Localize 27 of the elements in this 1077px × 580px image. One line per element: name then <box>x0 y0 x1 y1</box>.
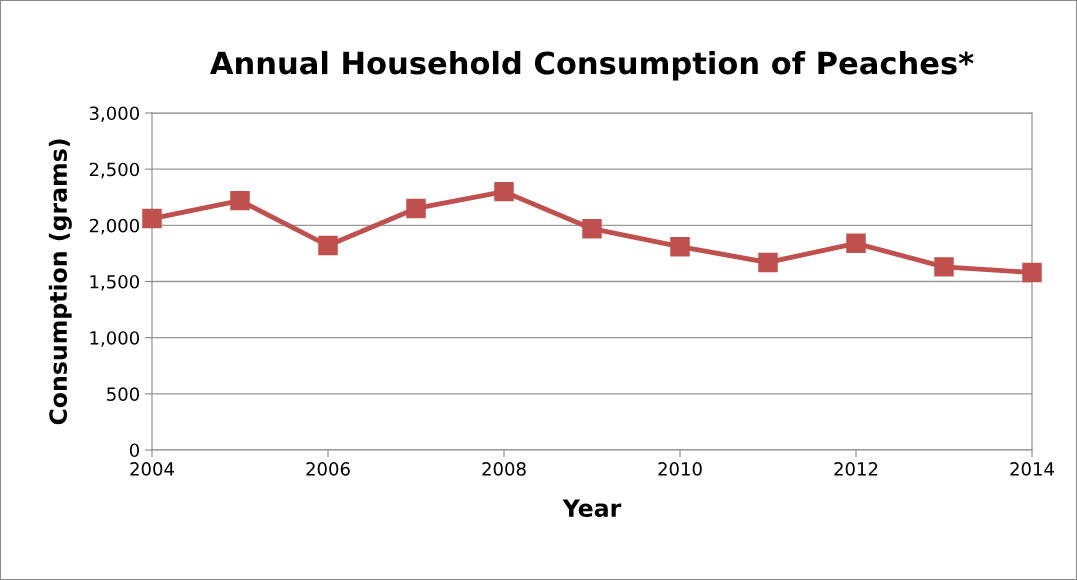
point <box>758 252 778 273</box>
x-tick-label: 2012 <box>834 462 878 476</box>
point <box>582 218 602 239</box>
y-tick-label: 2,500 <box>89 162 139 179</box>
point <box>934 257 954 277</box>
point <box>670 236 690 257</box>
y-tick-label: 0 <box>129 443 139 458</box>
y-tick-label: 3,000 <box>89 106 139 122</box>
y-axis-title: Consumption (grams) <box>48 139 72 425</box>
x-tick-label: 2004 <box>130 462 174 476</box>
x-tick-label: 2014 <box>1010 462 1054 476</box>
point <box>1022 262 1042 283</box>
point <box>494 181 514 202</box>
point <box>406 198 426 219</box>
x-tick-label: 2006 <box>306 462 350 476</box>
point <box>230 190 250 211</box>
y-tick-label: 1,000 <box>90 331 139 347</box>
y-tick-label: 500 <box>107 387 139 401</box>
x-axis-title: Year <box>562 499 622 517</box>
point <box>142 208 162 229</box>
x-tick-label: 2010 <box>658 462 702 476</box>
chart-title: Annual Household Consumption of Peaches* <box>210 50 974 81</box>
y-tick-label: 2,000 <box>89 218 139 235</box>
point <box>846 233 866 254</box>
y-tick-label: 1,500 <box>90 274 139 291</box>
point <box>318 235 338 256</box>
x-tick-label: 2008 <box>482 462 526 476</box>
